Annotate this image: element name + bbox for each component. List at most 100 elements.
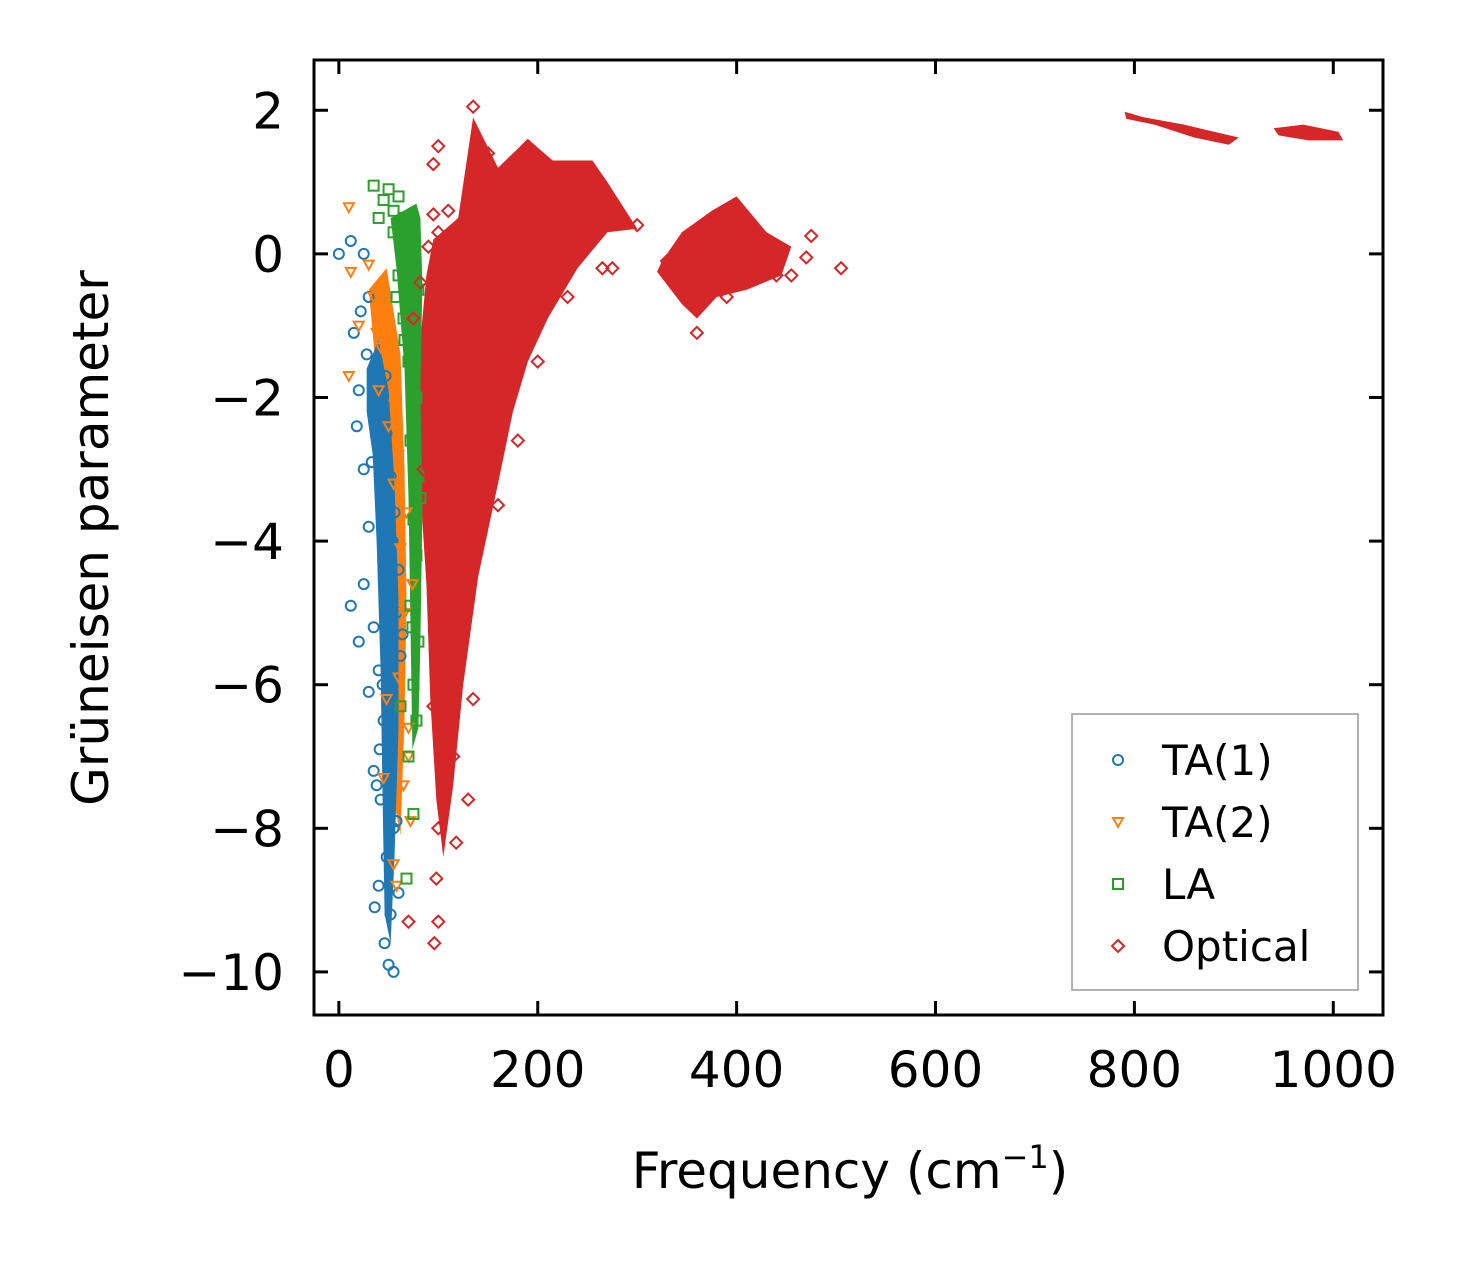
optical-point-41 (550, 167, 566, 183)
optical-point-33 (719, 289, 735, 305)
optical-point-24 (401, 914, 416, 930)
la-point-7 (402, 240, 415, 253)
ta2-point-13 (401, 722, 416, 735)
la-point-27 (408, 420, 421, 433)
ta1-point-45 (379, 369, 392, 382)
la-point-9 (412, 283, 425, 296)
optical-point-28 (560, 289, 575, 305)
optical-point-11 (430, 404, 446, 420)
optical-point-32 (689, 325, 705, 341)
ta2-point-14 (396, 780, 411, 793)
legend-label-ta1: TA(1) (1161, 736, 1273, 785)
y-tick-label: −10 (178, 944, 284, 1002)
optical-point-48 (465, 691, 481, 707)
optical-point-17 (425, 698, 441, 714)
ta2-point-2 (361, 259, 376, 272)
la-point-15 (407, 513, 420, 526)
y-tick-label: 2 (252, 82, 284, 140)
x-tick-label: 200 (490, 1041, 585, 1099)
la-point-11 (402, 355, 415, 368)
optical-point-8 (412, 275, 428, 291)
optical-point-18 (445, 749, 461, 764)
x-tick-label: 400 (689, 1041, 784, 1099)
ta1-point-12 (377, 492, 390, 505)
legend-label-la: LA (1162, 860, 1215, 909)
y-tick-label: 0 (252, 226, 284, 284)
optical-point-25 (490, 497, 506, 513)
la-point-24 (372, 211, 385, 224)
optical-point-19 (460, 792, 476, 808)
ta2-point-25 (387, 399, 402, 412)
x-tick-label: 800 (1087, 1041, 1182, 1099)
ta1-point-11 (357, 463, 370, 476)
y-tick-label: −2 (210, 369, 284, 427)
optical-point-4 (425, 206, 441, 222)
x-tick-label: 1000 (1270, 1041, 1397, 1099)
optical-point-3 (440, 203, 456, 219)
ta1-point-3 (354, 305, 367, 318)
ta1-point-26 (380, 851, 393, 864)
optical-point-16 (435, 648, 451, 664)
la-point-17 (404, 599, 417, 612)
ta1-point-19 (372, 664, 385, 677)
optical-point-43 (629, 217, 645, 233)
ta1-point-8 (367, 405, 380, 418)
optical-point-34 (768, 267, 784, 283)
optical-point-1 (430, 138, 446, 154)
la-point-2 (387, 204, 400, 217)
la-cloud (390, 203, 423, 750)
la-point-22 (407, 807, 420, 820)
x-tick-label: 0 (323, 1041, 355, 1099)
ta1-point-6 (360, 348, 373, 361)
ta1-point-0 (344, 234, 357, 247)
la-point-0 (367, 179, 380, 192)
ta2-point-5 (342, 370, 356, 383)
optical-point-27 (530, 354, 546, 369)
optical-main-cloud (418, 117, 638, 857)
ta1-point-46 (365, 456, 378, 469)
y-tick-label: −8 (210, 800, 284, 858)
ta2-point-21 (405, 579, 420, 592)
la-point-28 (414, 492, 427, 505)
la-point-20 (410, 714, 423, 727)
x-axis-label: Frequency (cm−1) (632, 1138, 1069, 1200)
ta1-point-1 (332, 247, 345, 260)
la-point-18 (412, 635, 425, 648)
ta1-point-20 (362, 685, 375, 698)
optical-point-39 (480, 145, 496, 161)
la-point-8 (392, 269, 405, 282)
optical-point-30 (604, 260, 620, 276)
ta2-point-7 (381, 421, 396, 434)
ta1-point-41 (370, 779, 383, 792)
optical-mid-cloud (657, 196, 792, 319)
ta1-point-37 (392, 563, 405, 576)
la-point-21 (402, 750, 415, 763)
ta1-point-16 (357, 578, 370, 591)
ta2-point-15 (376, 773, 391, 786)
ta1-point-10 (372, 441, 385, 454)
ta2-point-4 (352, 320, 366, 333)
ta2-point-6 (371, 385, 386, 398)
ta2-point-0 (342, 202, 356, 215)
legend-marker-ta1 (1112, 754, 1124, 766)
legend-frame (1071, 713, 1359, 991)
ta2-point-18 (389, 880, 404, 893)
ta1-point-27 (372, 879, 385, 892)
ta2-point-1 (344, 266, 358, 279)
optical-point-20 (430, 820, 446, 836)
ta2-point-17 (386, 859, 401, 872)
ta1-point-24 (374, 793, 387, 806)
x-tick-label: 600 (888, 1041, 983, 1099)
la-point-6 (387, 226, 400, 239)
optical-point-7 (420, 239, 436, 255)
ta1-point-36 (388, 506, 401, 519)
ta1-point-2 (357, 247, 370, 260)
legend-label-optical: Optical (1162, 922, 1310, 971)
optical-point-21 (428, 871, 444, 886)
la-point-16 (410, 549, 423, 562)
ta1-point-15 (344, 599, 357, 612)
ta1-point-32 (370, 355, 383, 368)
optical-point-29 (594, 260, 610, 276)
marks-layer (332, 99, 849, 978)
